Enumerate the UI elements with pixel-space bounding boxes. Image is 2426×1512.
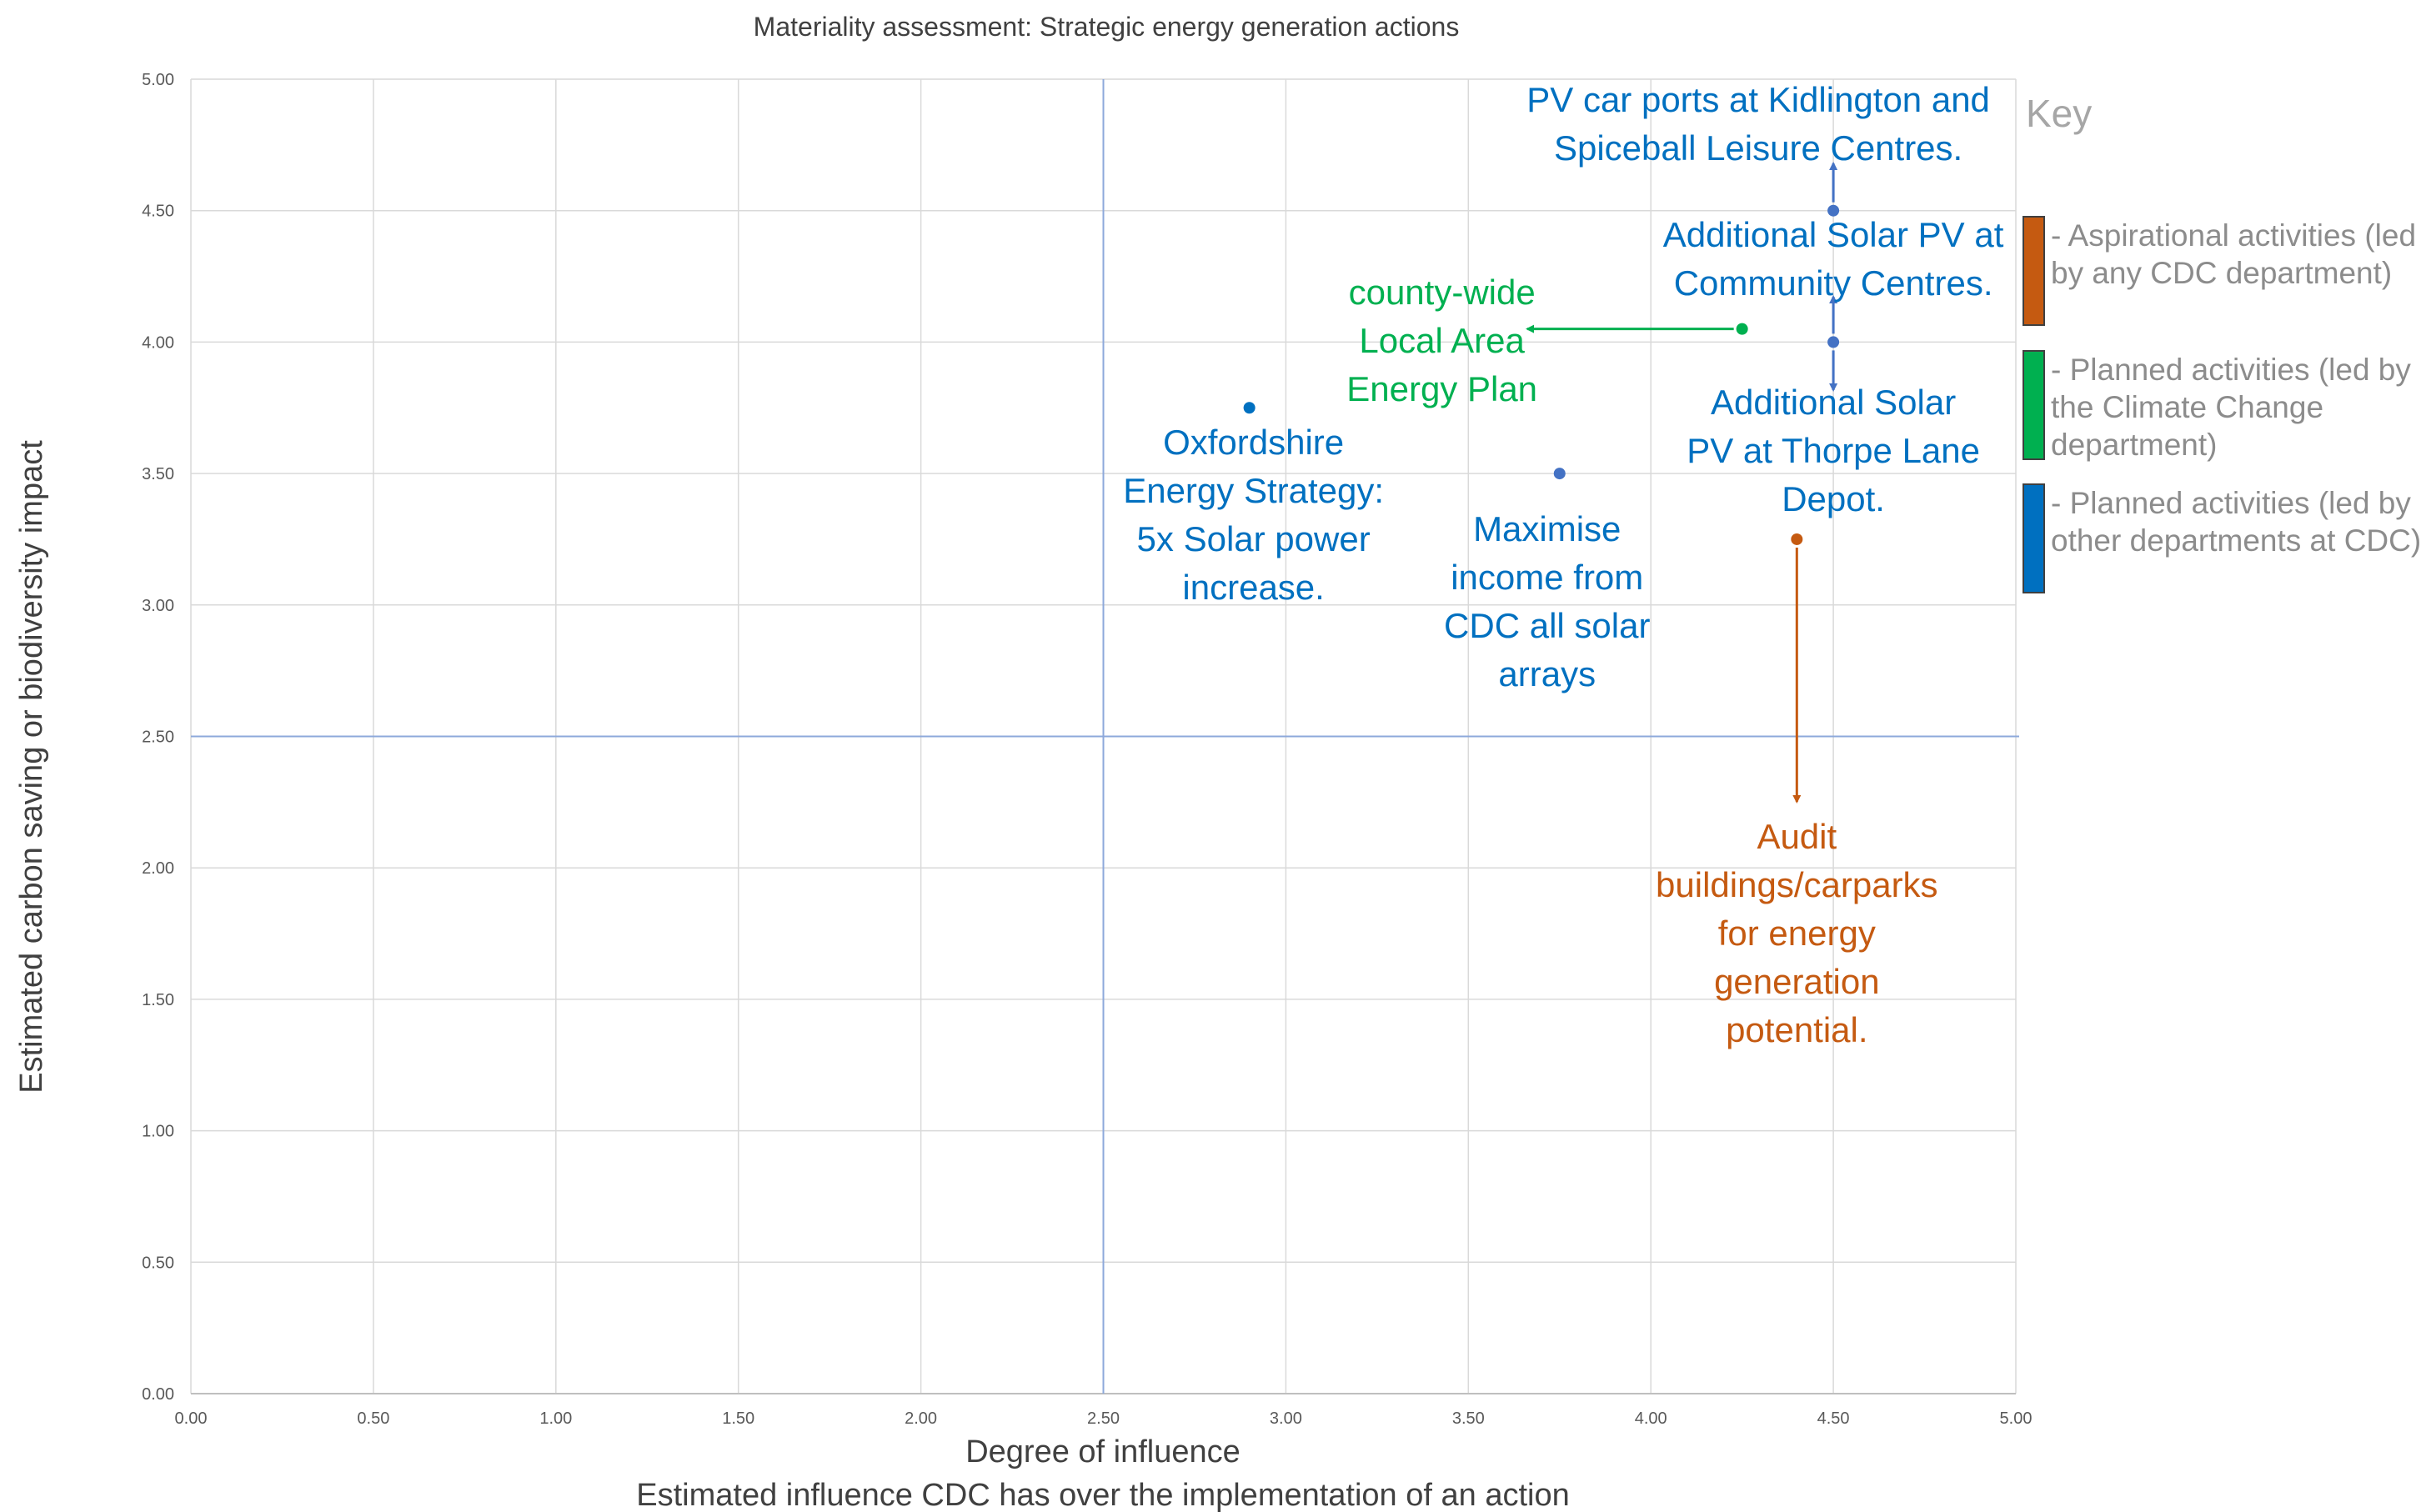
x-tick-label: 1.50: [722, 1409, 754, 1428]
x-tick-label: 5.00: [2000, 1409, 2033, 1428]
x-tick-label: 4.50: [1817, 1409, 1850, 1428]
chart-title: Materiality assessment: Strategic energy…: [754, 12, 1460, 42]
data-label-line: 5x Solar power: [1137, 519, 1371, 558]
data-label-line: PV car ports at Kidlington and: [1526, 80, 1990, 119]
legend-label: - Planned activities (led by other depart…: [2051, 486, 2421, 558]
y-axis-title: Estimated carbon saving or biodiversity …: [14, 440, 49, 1094]
legend-swatch: [2023, 483, 2045, 593]
legend: Key - Aspirational activities (led by any …: [2023, 92, 2421, 593]
data-point: [1791, 533, 1803, 545]
data-label: Additional Solar PV at Community Centres.: [1663, 215, 2004, 303]
data-label: Additional Solar PV at Thorpe Lane Depot.: [1687, 383, 1980, 518]
data-label-line: potential.: [1726, 1010, 1867, 1049]
legend-label: - Planned activities (led by the Climate …: [2051, 353, 2411, 462]
data-point: [1736, 323, 1748, 335]
legend-swatch: [2023, 216, 2045, 326]
legend-label-line: by any CDC department): [2051, 256, 2392, 290]
x-tick-label: 2.50: [1087, 1409, 1120, 1428]
data-label-line: Spiceball Leisure Centres.: [1554, 128, 1962, 168]
data-point: [1827, 336, 1840, 348]
x-tick-label: 3.00: [1270, 1409, 1302, 1428]
axis-ticks: 0.00 0.50 1.00 1.50 2.00 2.50 3.00 3.50 4.00 4.50…: [142, 71, 2032, 1428]
data-label-line: Energy Strategy:: [1123, 471, 1384, 510]
data-label-line: PV at Thorpe Lane: [1687, 431, 1980, 470]
y-tick-label: 0.00: [142, 1385, 174, 1404]
y-tick-label: 1.50: [142, 991, 174, 1009]
data-label-line: Oxfordshire: [1163, 423, 1344, 462]
legend-swatch: [2023, 350, 2045, 460]
data-label-line: Audit: [1757, 817, 1837, 856]
data-label-line: Depot.: [1782, 479, 1885, 518]
annotation-arrows: [1526, 162, 1838, 804]
data-label-line: for energy: [1718, 914, 1876, 953]
data-label-line: increase.: [1182, 568, 1324, 607]
data-label: Audit buildings/carparks for energy generat…: [1656, 817, 1938, 1049]
data-label-line: county-wide: [1349, 273, 1536, 312]
y-tick-label: 0.50: [142, 1254, 174, 1272]
x-tick-label: 3.50: [1452, 1409, 1485, 1428]
data-label-line: Additional Solar PV at: [1663, 215, 2004, 254]
legend-label: - Aspirational activities (led by any CDC…: [2051, 218, 2416, 290]
x-tick-label: 0.50: [357, 1409, 389, 1428]
data-point: [1553, 468, 1566, 480]
data-label-line: generation: [1714, 962, 1880, 1001]
y-tick-label: 1.00: [142, 1123, 174, 1141]
legend-label-line: department): [2051, 428, 2218, 462]
data-label-line: arrays: [1498, 654, 1596, 693]
legend-title: Key: [2026, 92, 2092, 135]
data-label-line: Maximise: [1473, 509, 1621, 548]
data-label-line: Energy Plan: [1346, 369, 1537, 408]
x-tick-label: 2.00: [905, 1409, 937, 1428]
x-axis-title: Degree of influence: [965, 1434, 1241, 1469]
data-label: Oxfordshire Energy Strategy: 5x Solar powe…: [1123, 423, 1384, 607]
y-tick-label: 4.50: [142, 203, 174, 221]
legend-label-line: other departments at CDC): [2051, 523, 2421, 558]
data-label-line: Additional Solar: [1711, 383, 1956, 422]
legend-label-line: - Planned activities (led by: [2051, 486, 2411, 520]
x-tick-label: 4.00: [1635, 1409, 1667, 1428]
legend-label-line: - Planned activities (led by: [2051, 353, 2411, 387]
y-tick-label: 2.50: [142, 728, 174, 747]
y-tick-label: 5.00: [142, 71, 174, 89]
data-label: county-wide Local Area Energy Plan: [1346, 273, 1537, 408]
legend-label-line: - Aspirational activities (led: [2051, 218, 2416, 253]
y-tick-label: 3.00: [142, 597, 174, 615]
x-tick-label: 1.00: [539, 1409, 572, 1428]
quadrant-lines: [191, 79, 2019, 1394]
x-axis-subtitle: Estimated influence CDC has over the imp…: [636, 1478, 1569, 1512]
data-point: [1243, 402, 1256, 414]
data-label: PV car ports at Kidlington and Spiceball …: [1526, 80, 1990, 168]
legend-label-line: the Climate Change: [2051, 390, 2323, 424]
x-tick-label: 0.00: [175, 1409, 208, 1428]
y-tick-label: 2.00: [142, 859, 174, 878]
data-points: [1243, 204, 1840, 545]
data-label-line: CDC all solar: [1444, 606, 1650, 645]
y-tick-label: 3.50: [142, 465, 174, 483]
data-label-line: income from: [1451, 558, 1643, 597]
data-point: [1827, 204, 1840, 217]
data-label: Maximise income from CDC all solar arrays: [1444, 509, 1650, 693]
point-labels: Oxfordshire Energy Strategy: 5x Solar powe…: [1123, 80, 2004, 1049]
data-label-line: Local Area: [1359, 321, 1525, 360]
data-label-line: Community Centres.: [1674, 263, 1993, 303]
y-tick-label: 4.00: [142, 333, 174, 352]
data-label-line: buildings/carparks: [1656, 865, 1938, 904]
